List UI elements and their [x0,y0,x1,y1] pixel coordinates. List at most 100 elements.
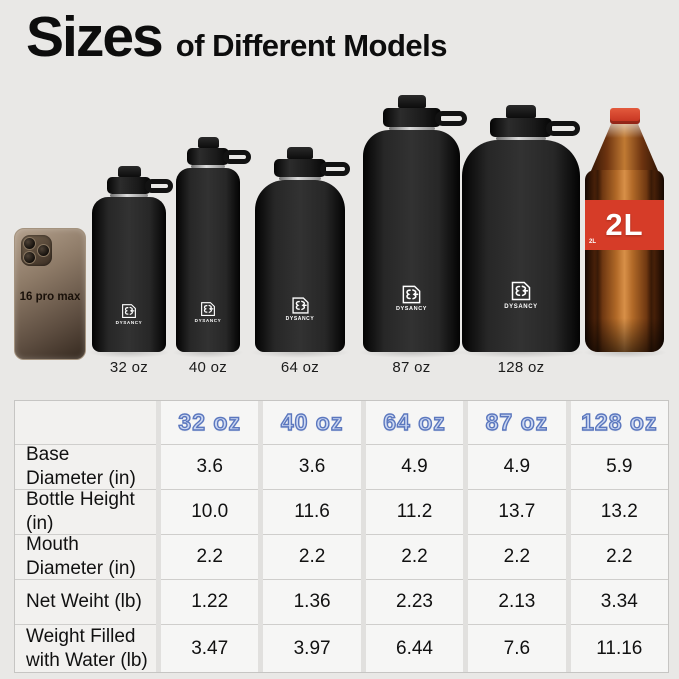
spec-value: 7.6 [468,624,566,672]
camera-lens-icon [23,251,36,264]
column-header-label: 128 oz [580,408,658,435]
bottle-spout-icon [197,137,219,148]
bottle-spout-icon [287,147,313,159]
column-header-label: 32 oz [178,408,241,435]
title-main: Sizes [26,5,164,69]
spec-value: 13.7 [468,489,566,534]
bottle-128oz: DYSANCY [462,105,580,352]
comparison-table: 32 oz 40 oz 64 oz 87 oz 128 oz Base Diam… [14,400,669,673]
table-corner-cell [15,401,156,444]
steel-neck-ring [496,137,546,140]
bottle-spout-icon [506,105,536,118]
cola-bottle-2l: 2L 2L [585,108,664,352]
column-header-32oz: 32 oz [161,401,259,444]
spec-value: 10.0 [161,489,259,534]
bottle-shadow [358,347,465,358]
size-label-128oz: 128 oz [497,359,545,376]
cola-label-band: 2L 2L [585,200,664,250]
column-header-label: 87 oz [485,408,549,435]
size-label-32oz: 32 oz [109,359,149,376]
bottle-handle [546,121,580,136]
spec-value: 2.13 [468,579,566,624]
spec-value: 11.6 [263,489,361,534]
bottle-shadow [88,347,170,358]
brand-logo: DYSANCY [363,283,460,313]
column-header-label: 40 oz [280,408,344,435]
spec-value: 2.2 [570,534,668,579]
bottle-handle [434,111,467,126]
spec-value: 2.2 [161,534,259,579]
spec-value: 13.2 [570,489,668,534]
size-label-64oz: 64 oz [280,359,320,376]
spec-value: 1.36 [263,579,361,624]
page-title: Sizes of Different Models [26,4,448,70]
brand-logo-icon [511,281,531,301]
column-header-128oz: 128 oz [570,401,668,444]
bottle-shadow [250,347,350,358]
brand-logo-icon [122,304,136,319]
brand-name: DYSANCY [395,305,428,312]
spec-value: 3.34 [570,579,668,624]
bottle-cap [274,159,350,177]
bottle-cap [107,177,173,194]
brand-name: DYSANCY [504,304,538,310]
spec-value: 3.97 [263,624,361,672]
bottle-shadow [583,347,667,358]
spec-value: 2.2 [468,534,566,579]
steel-neck-ring [279,177,321,180]
cola-neck [590,124,659,172]
bottle-handle [320,162,350,176]
spec-value: 3.6 [161,444,259,489]
bottle-body: DYSANCY [255,180,345,352]
steel-neck-ring [110,194,148,197]
camera-lens-icon [37,244,50,257]
brand-logo: DYSANCY [92,302,166,326]
bottle-cap [382,108,467,127]
cola-body: 2L 2L [585,170,664,352]
bottle-spout-icon [397,95,426,108]
brand-logo: DYSANCY [176,300,240,324]
camera-module-icon [21,235,52,266]
brand-logo: DYSANCY [255,295,345,322]
camera-lens-icon [23,237,36,250]
bottle-spout-icon [117,166,141,177]
bottle-shadow [457,347,585,358]
spec-value: 2.23 [365,579,464,624]
column-header-64oz: 64 oz [365,401,464,444]
bottle-87oz: DYSANCY [363,95,467,352]
cola-volume-text-small: 2L [589,239,597,245]
row-label: Net Weiht (lb) [15,579,156,624]
brand-name: DYSANCY [194,318,222,324]
brand-name: DYSANCY [285,316,315,322]
phone-label: 16 pro max [19,291,81,303]
spec-value: 2.2 [263,534,361,579]
bottle-body: DYSANCY [176,168,240,352]
row-label: Base Diameter (in) [15,444,156,489]
size-label-40oz: 40 oz [188,359,228,376]
bottle-cap [490,118,580,137]
title-sub: of Different Models [175,28,448,63]
bottle-cap [187,148,251,165]
bottle-40oz: DYSANCY [176,137,251,352]
row-label: Weight Filled with Water (lb) [15,624,156,672]
bottle-body: DYSANCY [363,130,460,352]
cola-volume-text: 2L [605,207,644,242]
spec-value: 6.44 [365,624,464,672]
bottle-32oz: DYSANCY [92,166,173,352]
bottle-body: DYSANCY [92,197,166,352]
column-header-label: 64 oz [383,408,446,435]
spec-value: 11.2 [365,489,464,534]
column-header-87oz: 87 oz [468,401,566,444]
steel-neck-ring [191,165,225,168]
cola-cap [609,108,640,124]
brand-logo: DYSANCY [462,279,580,310]
bottle-64oz: DYSANCY [255,147,350,352]
spec-value: 2.2 [365,534,464,579]
brand-name: DYSANCY [115,320,143,326]
spec-value: 4.9 [468,444,566,489]
row-label: Bottle Height (in) [15,489,156,534]
brand-logo-icon [402,285,421,303]
steel-neck-ring [388,127,435,130]
bottle-handle [223,150,251,164]
